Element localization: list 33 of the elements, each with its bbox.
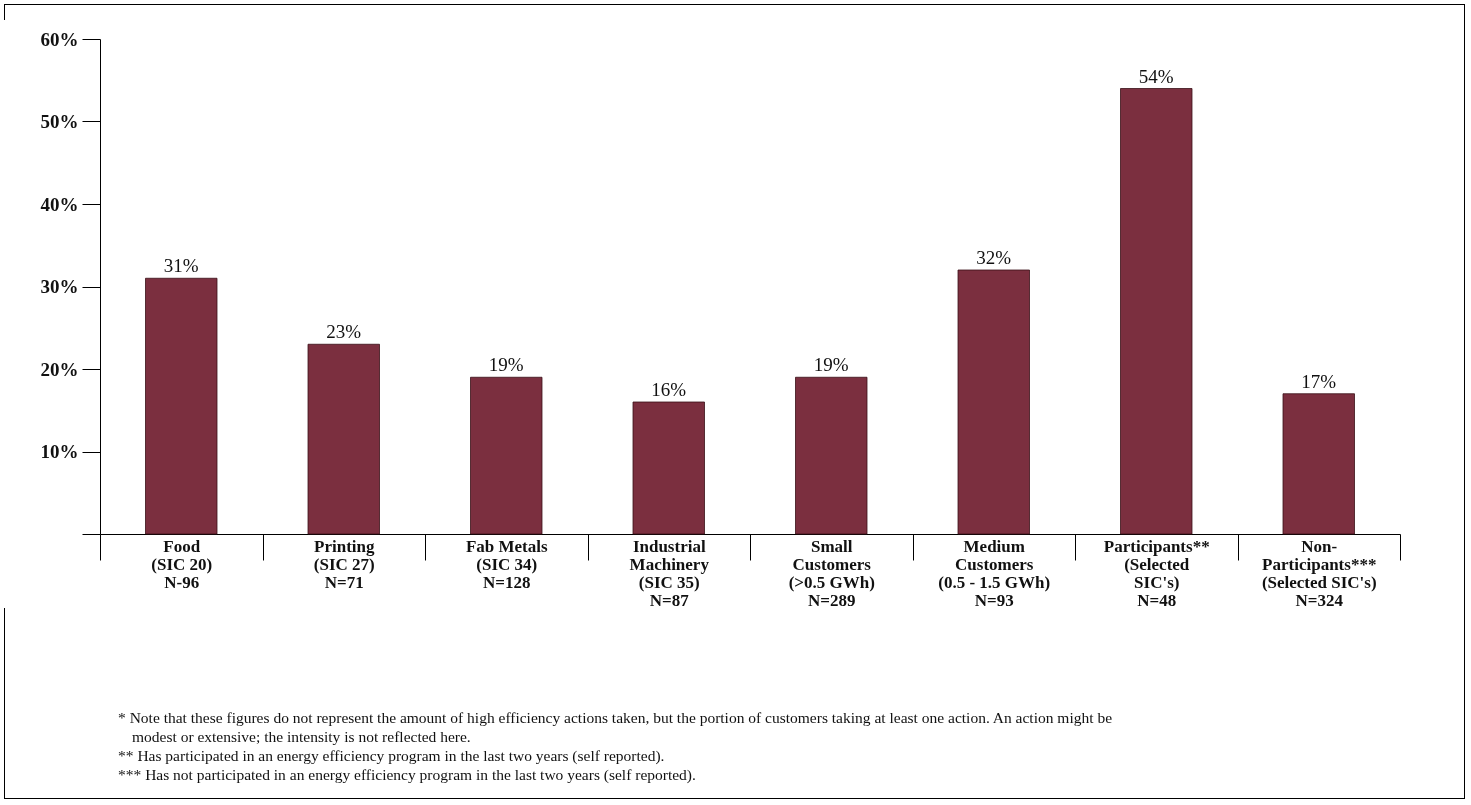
bar <box>1282 393 1355 535</box>
data-label: 54% <box>1138 65 1174 87</box>
x-tick-label: Participants** (Selected SIC's) N=48 <box>1103 536 1210 610</box>
data-label: 23% <box>326 321 362 343</box>
y-tick-label: 40% <box>40 193 79 215</box>
x-tick-label: Small Customers (>0.5 GWh) N=289 <box>788 536 875 610</box>
x-tick-label: Industrial Machinery (SIC 35) N=87 <box>629 536 710 610</box>
text: ** Has participated in an energy efficiency program in the last two years (self reported). <box>118 746 666 765</box>
y-tick-label: 30% <box>40 276 79 297</box>
bar <box>795 376 868 535</box>
y-tick-label: 50% <box>40 111 79 132</box>
y-tick-label: 60% <box>40 28 79 50</box>
data-label: 17% <box>1301 370 1337 392</box>
x-tick-label: Food (SIC 20) N-96 <box>151 536 213 592</box>
x-tick-label: Fab Metals (SIC 34) N=128 <box>465 536 548 592</box>
y-tick-label: 20% <box>40 358 79 380</box>
bar <box>1120 88 1193 535</box>
text: *** Has not participated in an energy efficiency program in the last two years (self reported). <box>118 765 697 784</box>
bar <box>307 343 380 535</box>
text: * Note that these figures do not represent the amount of high efficiency actions taken, but the portion of customers taking at least one action. An action might be modest or extensive; the intensity is not reflected here. <box>118 708 1114 746</box>
data-label: 31% <box>163 255 199 277</box>
data-label: 32% <box>976 247 1012 268</box>
bar <box>145 277 218 535</box>
data-label: 19% <box>813 354 849 376</box>
x-tick-label: Printing (SIC 27) N=71 <box>313 536 375 592</box>
data-label: 19% <box>488 354 524 376</box>
data-label: 16% <box>651 379 687 400</box>
x-tick-label: Non- Participants*** (Selected SIC's) N=324 <box>1261 536 1377 610</box>
y-tick-label: 10% <box>40 441 79 462</box>
x-tick-label: Medium Customers (0.5 - 1.5 GWh) N=93 <box>938 536 1051 610</box>
bar <box>470 376 543 535</box>
bar <box>957 269 1030 535</box>
bar <box>632 401 705 535</box>
